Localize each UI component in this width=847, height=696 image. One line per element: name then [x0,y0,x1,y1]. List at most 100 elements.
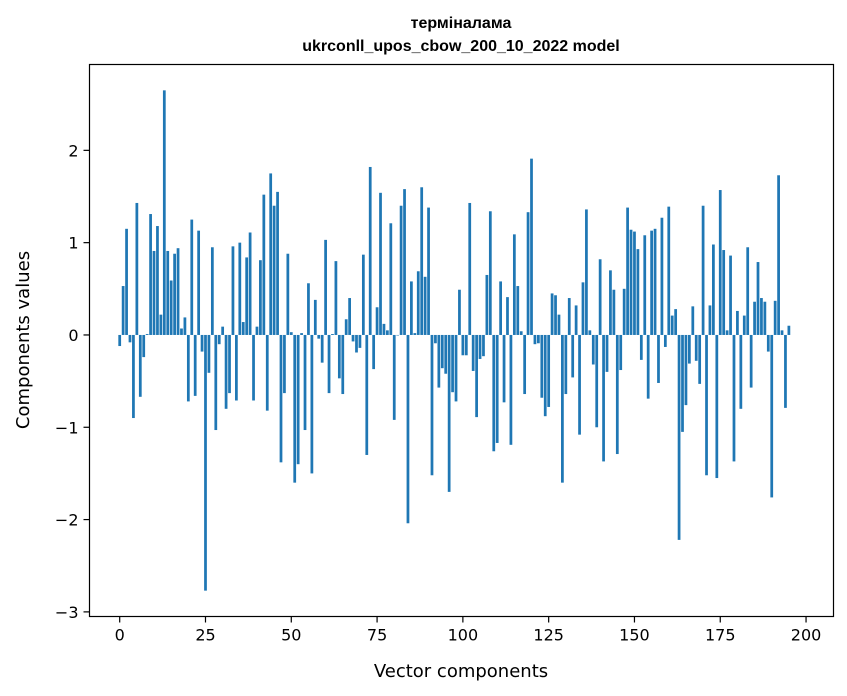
bar [355,334,358,353]
bar [392,334,396,420]
bar [653,228,657,335]
bar [200,334,204,352]
bar [221,326,225,335]
bar [763,301,767,335]
bar [358,334,362,348]
bar [468,202,472,335]
bar [252,334,255,401]
bar [427,207,430,335]
bar [317,334,321,339]
bar [677,334,681,540]
bar [581,282,585,335]
bar [272,205,276,335]
bar [269,173,273,335]
bar [633,231,636,335]
bar [368,166,372,335]
bar [718,190,722,335]
bar [262,194,266,335]
bar [361,254,365,335]
bar [197,230,201,335]
bar [289,332,293,335]
bar [413,333,417,335]
bar [276,191,279,335]
bar [386,330,389,335]
bar [615,334,619,455]
bars-group [118,90,791,591]
bar [557,314,561,335]
y-tick-label: 2 [68,141,78,160]
bar [128,334,132,343]
bar [303,334,307,431]
bar [770,334,774,498]
bar [485,274,489,335]
bar [132,334,135,419]
bar [173,253,176,335]
x-tick-label: 100 [448,626,479,645]
bar [756,262,760,335]
bar [602,334,605,462]
bar [125,228,128,335]
bar [495,334,499,443]
bar [176,248,180,335]
bar [286,253,290,335]
bar [537,334,540,344]
bar [523,334,527,395]
x-tick-label: 50 [281,626,301,645]
bar [183,317,187,335]
bar [224,334,228,409]
bar [650,230,653,335]
bar [389,223,393,335]
bar [739,334,743,409]
bar [773,300,777,335]
bar [193,334,197,396]
bar [488,211,492,335]
bar [121,286,125,335]
bar [451,334,454,393]
bar [382,323,386,335]
bar [138,334,142,397]
bar [135,202,139,335]
bar [571,334,575,378]
bar [509,334,513,445]
bar [547,334,551,407]
x-tick-label: 0 [115,626,125,645]
bar [519,331,523,335]
bar [396,334,400,336]
bar [245,257,249,335]
bar [619,334,623,371]
bar [787,325,791,335]
bar [780,330,784,335]
bar [313,299,317,335]
bar [461,334,465,356]
bar [554,295,557,335]
y-tick-label: 0 [68,326,78,345]
bar [118,334,122,347]
bar [609,270,612,335]
bar [646,334,650,399]
bar [705,334,708,476]
bar [605,334,609,372]
bar [159,314,163,335]
bar [142,334,146,358]
x-tick-label: 125 [533,626,564,645]
bar [149,214,152,335]
bar [162,90,166,335]
bar [348,298,351,335]
bar [626,207,629,335]
bar [760,298,763,335]
bar [533,334,537,345]
bar [715,334,719,479]
bar [406,334,410,524]
y-axis-label: Components values [13,251,34,429]
bar [777,175,780,335]
bar [681,334,684,432]
bar [550,293,554,335]
bar [259,260,262,335]
bar [567,298,571,335]
bar [145,334,149,335]
bar [190,219,194,335]
bar [447,334,451,492]
bar [698,334,702,384]
bar [471,334,475,371]
bar [784,334,787,408]
